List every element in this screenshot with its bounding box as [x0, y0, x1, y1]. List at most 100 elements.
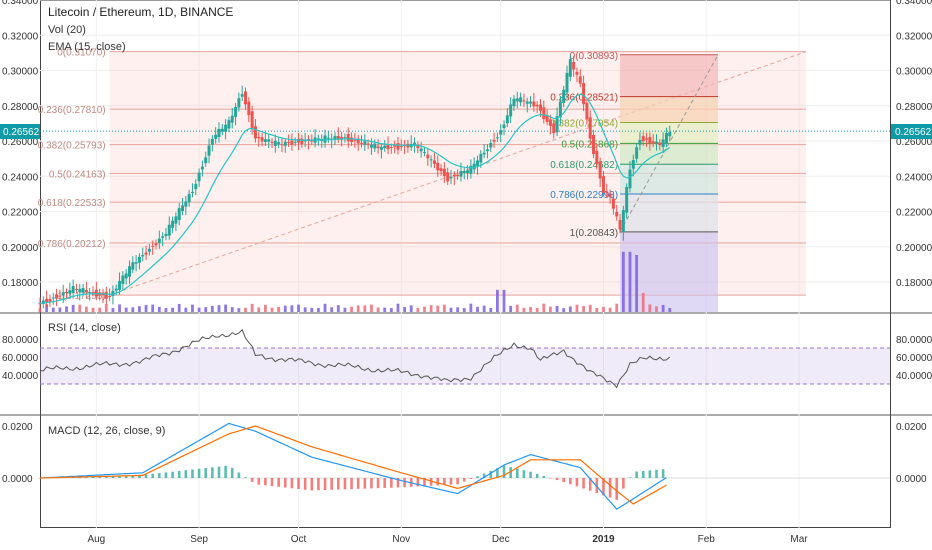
volume-bar	[482, 305, 486, 312]
macd-indicator-label[interactable]: MACD (12, 26, close, 9)	[48, 425, 165, 437]
fib-right-level-label: 0.786(0.22993)	[550, 190, 618, 201]
candle-body	[161, 236, 165, 238]
volume-bar	[144, 304, 148, 312]
candle-body	[459, 171, 463, 177]
macd-histogram-bar	[529, 471, 532, 478]
volume-bar	[297, 304, 300, 312]
candle-body	[664, 132, 668, 143]
candle-body	[422, 152, 426, 154]
macd-histogram-bar	[615, 478, 619, 500]
price-tick-left: 0.20000	[2, 243, 39, 254]
volume-bar	[91, 307, 95, 312]
candle-body	[638, 139, 642, 145]
macd-histogram-bar	[655, 469, 658, 478]
candle-body	[645, 138, 649, 140]
candle-body	[84, 289, 88, 293]
candle-body	[595, 150, 599, 165]
candle-body	[625, 187, 629, 213]
fib-left-level-label: 0.236(0.27810)	[38, 105, 106, 116]
macd-histogram-bar	[429, 478, 433, 486]
candle-body	[108, 296, 112, 298]
price-tick-left: 0.28000	[2, 102, 39, 113]
candle-body	[529, 101, 533, 104]
candle-body	[495, 137, 499, 139]
candle-body	[416, 144, 420, 149]
candle-body	[575, 71, 579, 75]
macd-histogram-bar	[602, 478, 605, 496]
candle-body	[164, 233, 168, 236]
ema-indicator-label[interactable]: EMA (15, close)	[48, 41, 126, 53]
candle-body	[177, 208, 181, 220]
candle-body	[655, 141, 658, 144]
volume-bar	[608, 307, 612, 312]
volume-bar	[575, 304, 579, 312]
candle-body	[562, 89, 566, 103]
price-tick-left: 0.34000	[2, 0, 39, 7]
macd-histogram-bar	[575, 478, 579, 487]
candle-body	[316, 138, 320, 140]
candle-body	[525, 101, 529, 104]
candle-body	[555, 116, 559, 133]
volume-bar	[442, 304, 446, 312]
macd-histogram-bar	[370, 478, 373, 489]
volume-bar	[290, 305, 294, 312]
candle-body	[572, 61, 576, 70]
ema-15-line	[39, 93, 671, 304]
volume-bar	[668, 308, 672, 312]
candle-body	[605, 192, 609, 194]
candle-body	[558, 101, 562, 118]
candle-body	[360, 142, 364, 144]
volume-bar	[184, 307, 188, 312]
candle-body	[651, 141, 655, 144]
volume-bar	[191, 304, 194, 312]
volume-bar	[310, 307, 314, 312]
fib-right-zone	[620, 194, 718, 232]
rsi-tick-left: 80.0000	[2, 335, 39, 346]
macd-histogram-bar	[164, 472, 168, 478]
candle-body	[134, 262, 138, 264]
candle-body	[456, 174, 460, 177]
current-price-tag-left	[0, 124, 40, 139]
current-price-tag-right	[891, 124, 932, 139]
volume-bar	[602, 306, 605, 312]
candle-body	[78, 288, 82, 293]
volume-bar	[303, 307, 307, 312]
candle-body	[58, 295, 62, 297]
volume-bar	[529, 307, 532, 312]
symbol-title[interactable]: Litecoin / Ethereum, 1D, BINANCE	[48, 5, 233, 19]
volume-bar	[555, 305, 559, 312]
volume-bar	[509, 305, 513, 312]
volume-bar	[363, 305, 367, 312]
candle-body	[535, 104, 539, 107]
macd-histogram-bar	[184, 470, 188, 478]
macd-histogram-bar	[376, 478, 380, 489]
volume-bar	[257, 307, 261, 312]
candle-body	[413, 142, 417, 146]
volume-bar	[350, 306, 353, 312]
fib-left-level-label: 0.382(0.25793)	[38, 141, 106, 152]
volume-bar	[568, 306, 572, 312]
rsi-tick-right: 80.0000	[896, 335, 932, 346]
macd-histogram-bar	[423, 478, 426, 487]
candle-body	[187, 193, 191, 203]
volume-bar	[65, 306, 68, 312]
volume-bar	[476, 306, 479, 312]
candle-body	[137, 256, 141, 263]
candle-body	[260, 137, 264, 142]
candle-body	[631, 160, 635, 169]
candle-body	[336, 135, 340, 140]
macd-histogram-bar	[403, 478, 406, 488]
volume-bar	[376, 307, 380, 312]
macd-histogram-bar	[118, 475, 121, 478]
rsi-indicator-label[interactable]: RSI (14, close)	[48, 322, 121, 334]
candle-body	[466, 170, 470, 174]
rsi-tick-left: 60.0000	[2, 353, 39, 364]
candle-body	[181, 205, 185, 212]
volume-bar	[595, 307, 599, 312]
price-tick-right: 0.32000	[896, 31, 932, 42]
volume-indicator-label[interactable]: Vol (20)	[48, 24, 86, 36]
candle-body	[237, 98, 241, 108]
candle-body	[545, 115, 549, 122]
volume-bar	[449, 307, 453, 312]
